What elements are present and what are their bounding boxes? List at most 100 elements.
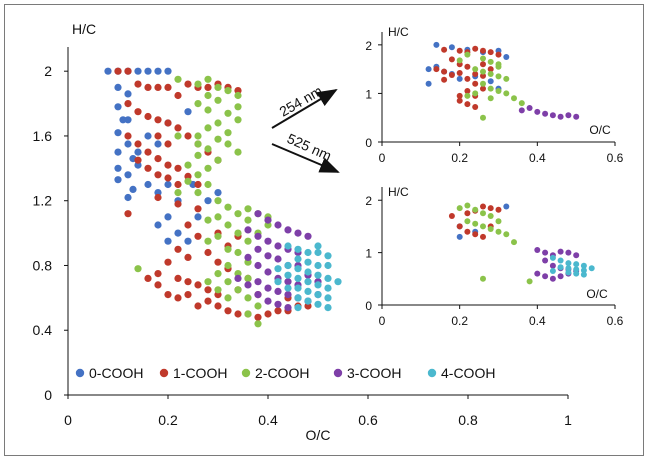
data-point — [194, 100, 202, 108]
data-point — [487, 213, 494, 219]
legend-marker — [159, 368, 169, 378]
inset-plot-254nm-series-1-cooh — [433, 45, 502, 110]
data-point — [144, 164, 152, 172]
data-point — [214, 232, 222, 240]
data-point — [234, 116, 242, 124]
data-point — [304, 232, 312, 240]
data-point — [244, 226, 252, 234]
data-point — [304, 258, 312, 266]
data-point — [214, 197, 222, 205]
data-point — [480, 72, 486, 79]
data-point — [164, 140, 172, 148]
data-point — [464, 92, 471, 99]
data-point — [274, 221, 282, 229]
data-point — [464, 210, 471, 217]
data-point — [174, 294, 182, 302]
data-point — [124, 210, 132, 218]
legend-item-1-cooh: 1-COOH — [159, 365, 227, 381]
data-point — [234, 103, 242, 111]
data-point — [448, 72, 455, 78]
data-point — [518, 107, 525, 114]
data-point — [234, 210, 242, 218]
data-point — [214, 96, 222, 104]
inset-plot-525nm-series-2-cooh — [456, 202, 533, 285]
data-point — [294, 294, 302, 302]
data-point — [480, 47, 486, 54]
data-point — [244, 237, 252, 245]
data-point — [154, 132, 162, 140]
data-point — [174, 229, 182, 237]
data-point — [144, 132, 152, 140]
data-point — [324, 274, 332, 282]
data-point — [264, 268, 272, 276]
data-point — [134, 148, 142, 156]
data-point — [480, 275, 486, 282]
main-plot-x-tick-label: 0.2 — [158, 412, 178, 428]
data-point — [487, 66, 494, 73]
data-point — [114, 176, 122, 184]
data-point — [154, 171, 162, 179]
data-point — [284, 242, 292, 250]
data-point — [254, 291, 262, 299]
data-point — [154, 281, 162, 289]
data-point — [204, 124, 212, 132]
main-plot-x-tick-label: 1 — [564, 412, 572, 428]
data-point — [114, 103, 122, 111]
data-point — [224, 109, 232, 117]
data-point — [526, 105, 533, 111]
data-point — [164, 119, 172, 127]
data-point — [304, 268, 312, 276]
data-point — [542, 110, 549, 117]
main-plot-y-tick-label: 0 — [44, 387, 52, 403]
main-plot-x-axis-label: O/C — [306, 427, 331, 443]
data-point — [214, 135, 222, 143]
data-point — [254, 278, 262, 286]
data-point — [194, 213, 202, 221]
data-point — [214, 119, 222, 127]
data-point — [495, 206, 502, 213]
main-plot-series-2-cooh — [134, 75, 272, 328]
data-point — [557, 273, 564, 280]
data-point — [441, 68, 448, 75]
data-point — [264, 284, 272, 292]
legend-label: 2-COOH — [255, 365, 309, 381]
data-point — [194, 80, 202, 88]
data-point — [264, 310, 272, 318]
data-point — [164, 180, 172, 189]
data-point — [204, 75, 212, 83]
data-point — [204, 216, 212, 224]
data-point — [549, 254, 556, 261]
inset-plot-254nm-series-3-cooh — [518, 105, 580, 120]
data-point — [284, 278, 292, 286]
inset-plot-525nm: 0 0.2 0.4 0.6 0 1 2 O/C H/C — [365, 185, 623, 328]
legend-item-0-cooh: 0-COOH — [75, 365, 143, 381]
data-point — [144, 112, 152, 121]
data-point — [464, 202, 471, 209]
wavelength-arrows: 254 nm 525 nm — [271, 82, 340, 173]
data-point — [573, 261, 580, 268]
main-plot-x-tick-label: 0.6 — [358, 412, 378, 428]
data-point — [164, 83, 172, 91]
data-point — [184, 108, 192, 116]
data-point — [134, 265, 142, 273]
data-point — [534, 270, 541, 277]
data-point — [464, 101, 471, 108]
data-point — [425, 66, 432, 73]
inset-plot-254nm-y-tick-label: 2 — [365, 39, 372, 53]
data-point — [304, 287, 312, 295]
data-point — [495, 88, 502, 94]
arrow-525nm-label: 525 nm — [285, 130, 334, 164]
data-point — [164, 213, 172, 221]
data-point — [124, 116, 132, 124]
data-point — [565, 249, 572, 256]
data-point — [114, 148, 122, 156]
inset-plot-254nm-y-tick-label: 0 — [365, 136, 372, 150]
data-point — [284, 226, 292, 234]
data-point — [534, 247, 541, 253]
data-point — [184, 221, 192, 229]
data-point — [480, 114, 486, 121]
data-point — [472, 220, 479, 227]
data-point — [194, 151, 202, 159]
data-point — [464, 228, 471, 235]
inset-plot-254nm-y-axis-label: H/C — [388, 25, 409, 39]
